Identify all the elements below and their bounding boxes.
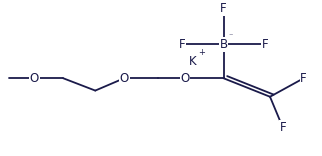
Text: F: F <box>300 72 307 85</box>
Text: ⁻: ⁻ <box>228 31 233 40</box>
Text: F: F <box>220 2 227 15</box>
Text: F: F <box>262 38 269 51</box>
Text: F: F <box>279 121 286 134</box>
Text: K: K <box>189 55 197 68</box>
Text: O: O <box>180 72 190 85</box>
Text: F: F <box>178 38 185 51</box>
Text: +: + <box>199 48 205 56</box>
Text: O: O <box>119 72 129 85</box>
Text: B: B <box>220 38 228 51</box>
Text: O: O <box>30 72 39 85</box>
